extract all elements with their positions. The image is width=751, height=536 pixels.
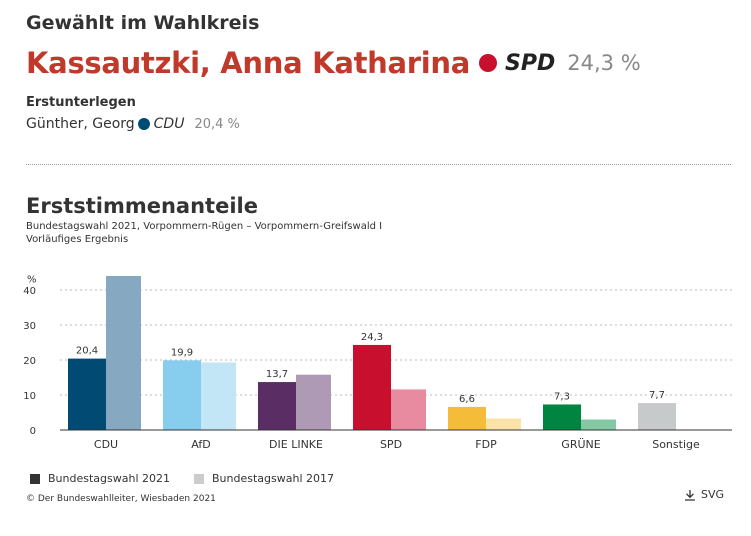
legend-label-2021: Bundestagswahl 2021 (48, 472, 170, 485)
runner-up-row: Günther, Georg CDU 20,4 % (26, 116, 240, 132)
winner-percent: 24,3 % (567, 51, 641, 75)
bar-value-label: 13,7 (266, 369, 288, 380)
bar-2017 (296, 374, 331, 430)
runner-up-party-dot-icon (137, 118, 150, 130)
bar-2021 (353, 344, 391, 430)
winner-party: SPD (505, 50, 556, 76)
section-divider (26, 164, 731, 165)
y-tick-label: 30 (23, 321, 36, 332)
category-label: DIE LINKE (269, 438, 323, 451)
category-label: Sonstige (652, 438, 700, 451)
bar-2017 (106, 276, 141, 430)
runner-up-percent: 20,4 % (194, 116, 240, 132)
bar-2017 (391, 389, 426, 430)
chart-title: Erststimmenanteile (26, 194, 258, 218)
bar-2021 (543, 404, 581, 430)
bar-2021 (258, 382, 296, 430)
legend-item-2017: Bundestagswahl 2017 (194, 472, 334, 485)
bar-value-label: 7,3 (554, 391, 570, 402)
copyright-notice: © Der Bundeswahlleiter, Wiesbaden 2021 (26, 494, 216, 504)
chart-subtitle: Bundestagswahl 2021, Vorpommern-Rügen – … (26, 221, 383, 232)
category-label: GRÜNE (561, 438, 600, 451)
bar-2017 (201, 362, 236, 430)
winner-name: Kassautzki, Anna Katharina (26, 46, 471, 80)
bar-2017 (581, 419, 616, 430)
y-tick-label: 20 (23, 356, 36, 367)
runner-up-party: CDU (153, 116, 185, 132)
runner-up-name: Günther, Georg (26, 116, 135, 132)
y-tick-label: 0 (30, 426, 36, 437)
chart-note: Vorläufiges Ergebnis (26, 234, 129, 245)
category-label: FDP (475, 438, 497, 451)
legend-item-2021: Bundestagswahl 2021 (30, 472, 170, 485)
svg-download-label: SVG (701, 488, 725, 501)
y-tick-label: 40 (23, 286, 36, 297)
bar-value-label: 7,7 (649, 390, 665, 401)
legend-swatch-2017 (194, 473, 204, 484)
bar-2021 (638, 403, 676, 430)
bar-2017 (486, 418, 521, 430)
bar-value-label: 24,3 (361, 332, 383, 343)
category-label: CDU (94, 438, 118, 451)
svg-download-button[interactable]: SVG (684, 488, 724, 501)
runner-up-label: Erstunterlegen (26, 95, 136, 110)
legend-swatch-2021 (30, 473, 40, 484)
bar-2021 (68, 358, 106, 430)
winner-party-dot-icon (479, 54, 498, 72)
legend-label-2017: Bundestagswahl 2017 (212, 472, 334, 485)
bar-value-label: 19,9 (171, 347, 193, 358)
page-title: Gewählt im Wahlkreis (26, 12, 260, 34)
download-icon (685, 489, 695, 501)
y-tick-label: 10 (23, 391, 36, 402)
category-label: AfD (191, 438, 210, 451)
bar-value-label: 20,4 (76, 346, 98, 357)
bar-value-label: 6,6 (459, 394, 475, 405)
y-axis-unit: % (27, 275, 37, 286)
bar-2021 (163, 360, 201, 430)
winner-row: Kassautzki, Anna Katharina SPD 24,3 % (26, 46, 641, 80)
bar-2021 (448, 406, 486, 430)
category-label: SPD (380, 438, 402, 451)
